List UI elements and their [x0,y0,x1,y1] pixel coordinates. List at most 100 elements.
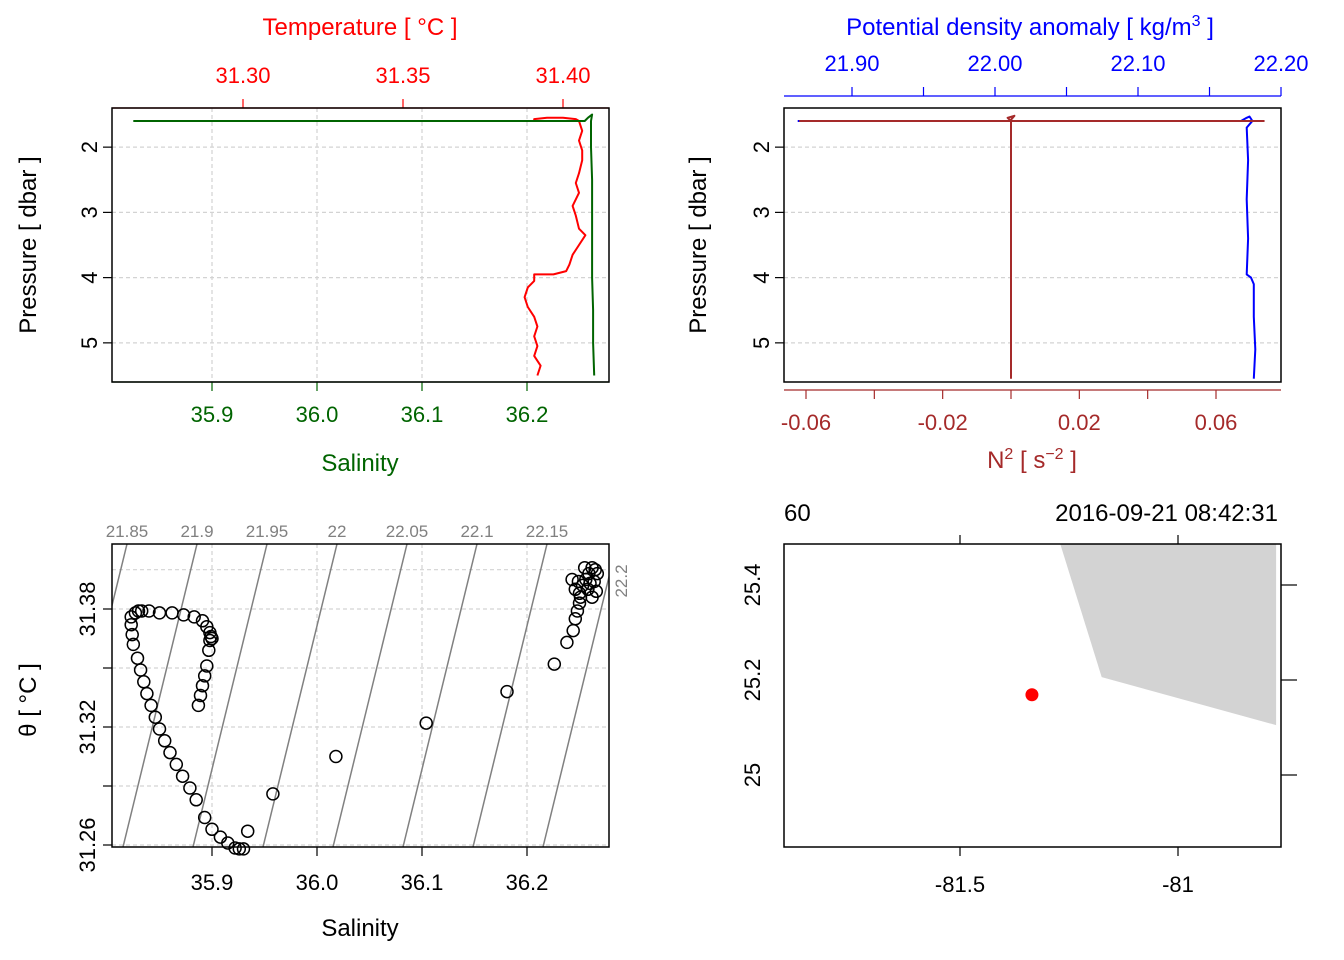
bottom-tick-label: 35.9 [191,402,234,427]
ts-point [187,610,201,624]
series-line-n2 [799,114,1265,379]
p3-points [124,560,605,856]
left-tick-label: 25 [740,763,765,787]
p4-extra-ticks [959,535,1297,776]
p4-station [1025,688,1039,702]
ts-point [165,606,179,620]
left-tick-label: 2 [749,141,774,153]
isopycnal-label: 22.15 [526,522,569,541]
ts-point [176,608,191,622]
ts-point [577,560,592,575]
p2-left-axis-label: Pressure [ dbar ] [685,156,712,333]
left-tick-label: 31.26 [75,817,100,872]
p3-bottom-ticks: 35.9 36.0 36.1 36.2 [191,847,549,895]
ts-point [568,612,583,626]
bottom-tick-label: 36.2 [506,402,549,427]
p2-top-axis-label: Potential density anomaly [ kg/m3 ] [846,13,1214,41]
left-tick-label: 3 [77,206,102,218]
p2-bottom-ticks: -0.06 -0.02 0.02 0.06 [781,389,1281,435]
bottom-tick-label: -81.5 [935,872,985,897]
ts-point [329,749,343,764]
ts-point [125,627,139,642]
top-tick-label: 22.20 [1253,51,1308,76]
panel-station-map: 60 2016-09-21 08:42:31 -81.5 -81 2525.225… [740,500,1297,897]
isopycnal-line [112,544,128,609]
top-tick-label: 31.35 [375,63,430,88]
p1-top-ticks: 31.30 31.35 31.40 [112,63,609,109]
ts-point [142,604,156,618]
land-polygon [1060,544,1277,726]
ts-point [163,745,177,760]
left-tick-label: 2 [77,141,102,153]
p2-frame [783,107,1282,383]
ts-point [266,787,280,801]
ts-point [202,643,216,658]
ts-point [560,635,574,650]
ts-point [236,842,251,856]
isopycnal-label: 22.1 [460,522,493,541]
p3-left-ticks: 31.26 31.32 31.38 [75,581,112,873]
ts-point [137,675,151,689]
left-tick-label: 5 [77,337,102,349]
ts-point [197,669,212,683]
ts-point [169,757,184,772]
isopycnal-label: 22.2 [612,564,631,597]
p2-bottom-axis-label: N2 [ s−2 ] [987,446,1077,474]
ts-point [189,793,203,807]
ts-point [131,604,146,618]
ts-point [566,623,580,638]
isopycnal-line [122,544,198,847]
p2-left-ticks: 2 3 4 5 [749,141,784,349]
ts-point [419,716,433,730]
bottom-tick-label: 0.06 [1195,410,1238,435]
left-tick-label: 25.4 [740,564,765,607]
isopycnal-label: 21.95 [246,522,289,541]
p4-bottom-ticks: -81.5 -81 [935,847,1194,897]
ts-point [547,657,562,671]
p4-top-right-label: 2016-09-21 08:42:31 [1055,500,1278,527]
p2-series [797,114,1265,379]
bottom-tick-label: 36.0 [296,402,339,427]
p1-left-axis-label: Pressure [ dbar ] [15,156,42,333]
isopycnal-label: 21.9 [180,522,213,541]
isopycnal-label: 22.05 [386,522,429,541]
ts-point [152,722,167,736]
ts-point [221,836,235,850]
p1-bottom-axis-label: Salinity [321,450,398,477]
top-tick-label: 22.10 [1110,51,1165,76]
bottom-tick-label: -0.02 [918,410,968,435]
ts-point [203,633,217,648]
top-tick-label: 31.30 [215,63,270,88]
p4-frame [783,543,1282,848]
p4-land [1060,544,1277,726]
ts-point [128,606,143,620]
ts-point [175,769,190,783]
left-tick-label: 31.32 [75,699,100,754]
ts-point [140,686,154,701]
p1-left-ticks: 2 3 4 5 [77,141,112,349]
panel-temperature-salinity: Temperature [ °C ] 31.30 31.35 31.40 35.9 3… [15,14,610,477]
series-line-potential-density-anomaly [797,115,1257,379]
p1-frame [111,107,610,383]
ts-point [195,678,210,693]
bottom-tick-label: 36.2 [506,870,549,895]
isopycnal-line [542,573,609,847]
bottom-tick-label: 36.1 [401,402,444,427]
panel-ts-diagram: 21.85 21.9 21.95 22 22.05 22.1 22.15 22.2 35.9 3… [15,522,631,942]
isopycnal-line [472,544,548,847]
p2-grid [784,146,1281,344]
ts-point [126,637,141,652]
ts-point [590,566,605,581]
isopycnal-line [192,544,268,847]
p3-grid [112,544,609,847]
series-line-temperature [227,116,587,376]
top-tick-label: 31.40 [535,63,590,88]
p2-top-ticks: 21.90 22.00 22.10 22.20 [784,51,1309,97]
panel-density-n2: Potential density anomaly [ kg/m3 ] 21.9… [685,13,1309,474]
isopycnal-label: 22 [328,522,347,541]
ts-point [500,684,514,699]
ts-point [133,663,148,677]
p1-top-axis-label: Temperature [ °C ] [263,14,458,41]
isopycnal-label: 21.85 [106,522,149,541]
